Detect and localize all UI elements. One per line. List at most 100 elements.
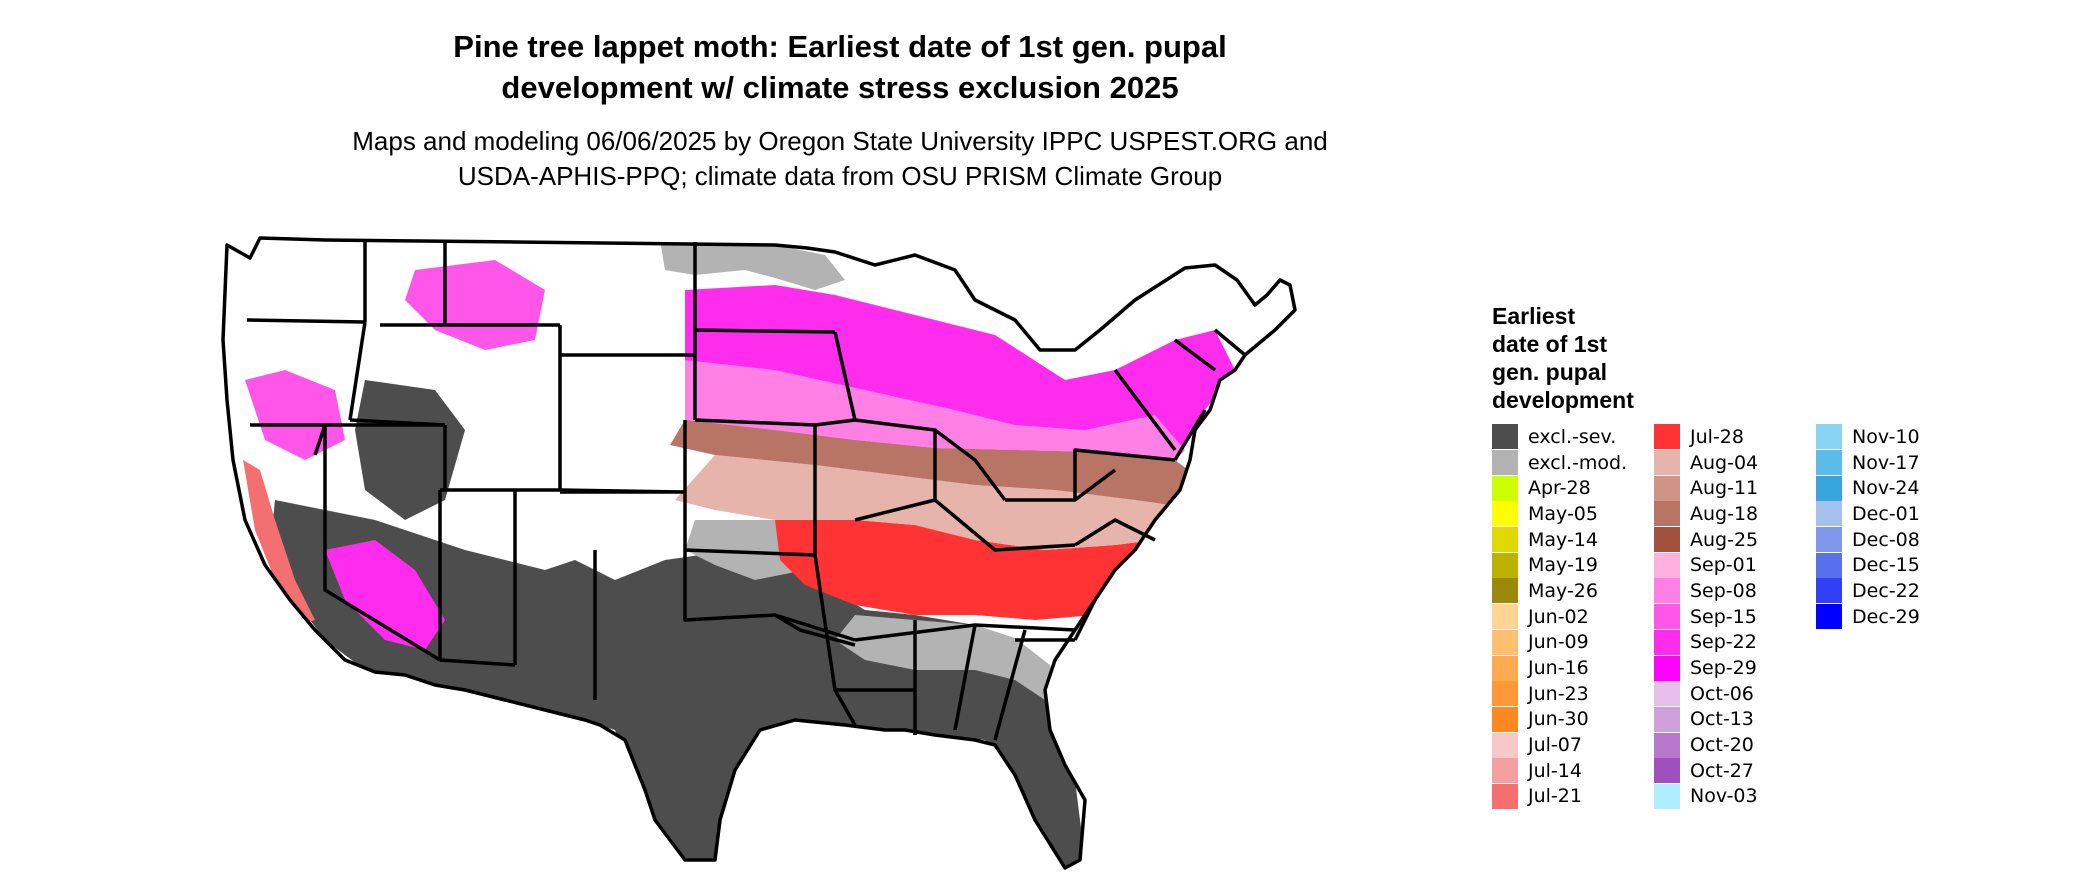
legend-label: Dec-22 — [1852, 579, 1920, 602]
legend-swatch — [1492, 424, 1518, 450]
legend-item: Sep-08 — [1654, 578, 1758, 604]
brown-band — [670, 420, 1195, 505]
legend-swatch — [1492, 450, 1518, 476]
legend-label: Oct-27 — [1690, 759, 1754, 782]
gray-southwest-patch — [355, 380, 465, 520]
legend-label: May-19 — [1528, 554, 1598, 577]
legend-item: May-26 — [1492, 578, 1627, 604]
legend-title-line: development — [1492, 387, 1634, 413]
legend-swatch — [1654, 527, 1680, 553]
legend-label: May-05 — [1528, 502, 1598, 525]
legend-label: Sep-22 — [1690, 631, 1757, 654]
legend-item: Oct-27 — [1654, 758, 1758, 784]
legend-item: Dec-22 — [1816, 578, 1920, 604]
legend-swatch — [1492, 655, 1518, 681]
legend-label: Nov-24 — [1852, 477, 1920, 500]
legend-label: Sep-01 — [1690, 554, 1757, 577]
legend-item: Jun-23 — [1492, 681, 1627, 707]
legend-title-line: Earliest — [1492, 303, 1576, 329]
legend-item: Jul-14 — [1492, 758, 1627, 784]
legend-swatch — [1816, 424, 1842, 450]
state-lines-east — [814, 328, 1247, 741]
legend-item: Nov-24 — [1816, 475, 1920, 501]
legend-label: Jun-16 — [1528, 657, 1589, 680]
legend-item: Jul-21 — [1492, 783, 1627, 810]
legend-item: Dec-08 — [1816, 527, 1920, 553]
legend-swatch — [1816, 604, 1842, 630]
legend-item: Sep-01 — [1654, 552, 1758, 578]
legend-swatch — [1654, 655, 1680, 681]
country-outline — [221, 236, 1297, 870]
legend-label: Aug-25 — [1690, 528, 1759, 551]
legend-column-3: Nov-10 Nov-17 Nov-24 Dec-01 Dec-08 Dec-15 Dec-… — [1816, 424, 1920, 630]
legend-swatch — [1816, 578, 1842, 604]
legend-label: May-26 — [1528, 579, 1598, 602]
legend-item: Nov-17 — [1816, 450, 1920, 476]
legend-swatch — [1816, 501, 1842, 527]
legend-label: Oct-20 — [1690, 734, 1754, 757]
legend-label: Oct-06 — [1690, 682, 1754, 705]
legend-swatch — [1492, 578, 1518, 604]
legend-item: Sep-22 — [1654, 629, 1758, 656]
legend-swatch — [1492, 783, 1518, 809]
legend-swatch — [1654, 706, 1680, 732]
legend-item: Dec-01 — [1816, 501, 1920, 527]
legend-item: May-14 — [1492, 527, 1627, 553]
map-title-line-2: development w/ climate stress exclusion … — [501, 70, 1179, 105]
legend-label: Aug-04 — [1690, 451, 1759, 474]
legend-item: May-05 — [1492, 501, 1627, 527]
legend-swatch — [1816, 475, 1842, 501]
legend-label: Dec-08 — [1852, 528, 1920, 551]
legend-item: Aug-25 — [1654, 527, 1758, 553]
legend-label: Sep-15 — [1690, 605, 1757, 628]
legend-item: Oct-20 — [1654, 732, 1758, 758]
legend-swatch — [1492, 604, 1518, 630]
map-subtitle-line-2: USDA-APHIS-PPQ; climate data from OSU PR… — [457, 161, 1223, 191]
legend-swatch — [1654, 783, 1680, 809]
legend-label: Jul-14 — [1528, 759, 1582, 782]
legend-item: Oct-06 — [1654, 681, 1758, 707]
legend-label: Sep-08 — [1690, 579, 1757, 602]
legend-item: Nov-10 — [1816, 424, 1920, 450]
legend-title-line: gen. pupal — [1492, 359, 1607, 385]
legend-label: May-14 — [1528, 528, 1598, 551]
legend-column-2: Jul-28 Aug-04 Aug-11 Aug-18 Aug-25 Sep-01 Sep-… — [1654, 424, 1758, 809]
legend-label: Jun-09 — [1528, 631, 1589, 654]
legend-label: Jul-21 — [1528, 785, 1582, 808]
legend-swatch — [1492, 681, 1518, 707]
legend-swatch — [1654, 681, 1680, 707]
legend-item: Jun-30 — [1492, 706, 1627, 733]
state-lines-west — [246, 242, 562, 667]
legend-item: May-19 — [1492, 552, 1627, 578]
legend-item: Jul-07 — [1492, 732, 1627, 758]
magenta-patch-west — [405, 260, 545, 350]
map-title: Pine tree lappet moth: Earliest date of … — [290, 26, 1390, 108]
legend-label: Aug-11 — [1690, 477, 1759, 500]
legend-item: Aug-18 — [1654, 501, 1758, 527]
legend-label: Dec-01 — [1852, 502, 1920, 525]
legend-item: Apr-28 — [1492, 475, 1627, 501]
legend-swatch — [1654, 475, 1680, 501]
legend-label: Jul-28 — [1690, 425, 1744, 448]
legend-label: excl.-mod. — [1528, 451, 1628, 474]
legend-swatch — [1654, 629, 1680, 655]
legend-label: Dec-15 — [1852, 554, 1920, 577]
legend-swatch — [1816, 552, 1842, 578]
legend-swatch — [1654, 732, 1680, 758]
legend-column-1: excl.-sev. excl.-mod. Apr-28 May-05 May-14 Ma… — [1492, 424, 1627, 809]
red-band — [775, 520, 1155, 620]
legend-item: Nov-03 — [1654, 783, 1758, 810]
legend-item: Jun-16 — [1492, 655, 1627, 681]
legend-item: Aug-04 — [1654, 450, 1758, 476]
legend-swatch — [1492, 706, 1518, 732]
legend-swatch — [1492, 527, 1518, 553]
legend-label: Oct-13 — [1690, 708, 1754, 731]
red-coast-west — [243, 460, 315, 625]
legend-swatch — [1654, 501, 1680, 527]
magenta-mountain-patches — [325, 540, 445, 650]
legend-swatch — [1492, 758, 1518, 784]
legend-swatch — [1654, 424, 1680, 450]
moderate-exclusion-north — [660, 240, 845, 290]
legend-item: Oct-13 — [1654, 706, 1758, 733]
legend-label: Jun-30 — [1528, 708, 1589, 731]
